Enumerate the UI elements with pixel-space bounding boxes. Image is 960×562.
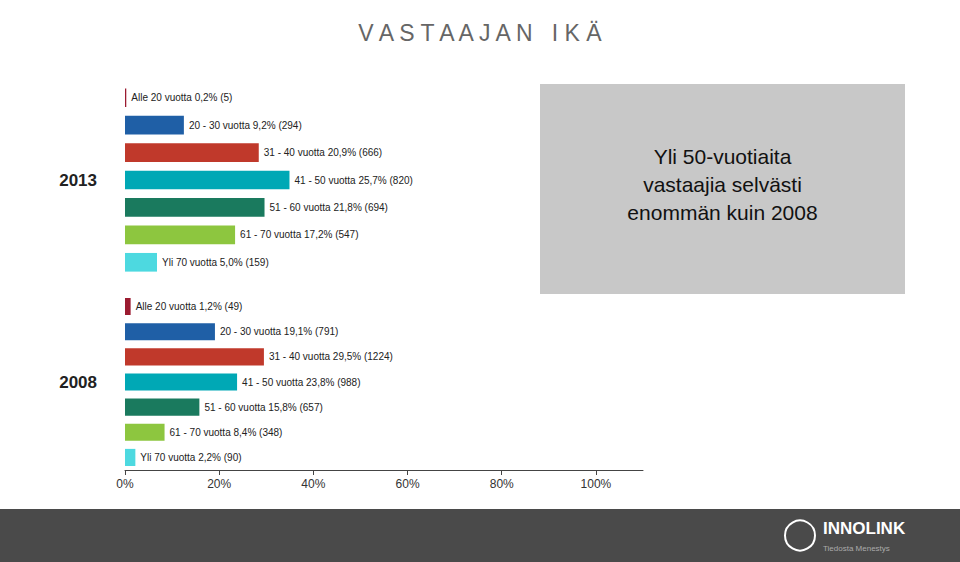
svg-text:2013: 2013 bbox=[59, 171, 97, 190]
svg-text:0%: 0% bbox=[116, 477, 134, 491]
svg-text:61 - 70 vuotta 17,2% (547): 61 - 70 vuotta 17,2% (547) bbox=[240, 229, 358, 240]
svg-text:41 - 50 vuotta 25,7% (820): 41 - 50 vuotta 25,7% (820) bbox=[294, 175, 412, 186]
svg-text:100%: 100% bbox=[581, 477, 612, 491]
svg-text:Yli 70 vuotta 2,2% (90): Yli 70 vuotta 2,2% (90) bbox=[140, 452, 241, 463]
svg-text:Alle 20 vuotta 1,2% (49): Alle 20 vuotta 1,2% (49) bbox=[136, 301, 243, 312]
svg-text:20 - 30 vuotta 9,2% (294): 20 - 30 vuotta 9,2% (294) bbox=[189, 120, 302, 131]
svg-text:V A S T A A J A N I K Ä: V A S T A A J A N I K Ä bbox=[358, 20, 602, 46]
svg-text:vastaajia selvästi: vastaajia selvästi bbox=[643, 173, 802, 196]
svg-text:Yli 70 vuotta 5,0% (159): Yli 70 vuotta 5,0% (159) bbox=[162, 257, 269, 268]
svg-text:31 - 40 vuotta 29,5% (1224): 31 - 40 vuotta 29,5% (1224) bbox=[269, 351, 393, 362]
svg-text:INNOLINK: INNOLINK bbox=[823, 519, 906, 538]
svg-text:31 - 40 vuotta 20,9% (666): 31 - 40 vuotta 20,9% (666) bbox=[264, 147, 382, 158]
svg-text:Yli 50-vuotiaita: Yli 50-vuotiaita bbox=[654, 145, 792, 168]
svg-text:51 - 60 vuotta 21,8% (694): 51 - 60 vuotta 21,8% (694) bbox=[270, 202, 388, 213]
svg-text:2008: 2008 bbox=[59, 373, 97, 392]
svg-text:51 - 60 vuotta 15,8% (657): 51 - 60 vuotta 15,8% (657) bbox=[204, 402, 322, 413]
svg-text:20 - 30 vuotta 19,1% (791): 20 - 30 vuotta 19,1% (791) bbox=[220, 326, 338, 337]
svg-text:80%: 80% bbox=[490, 477, 514, 491]
svg-text:Tiedosta Menestys: Tiedosta Menestys bbox=[823, 544, 890, 553]
svg-text:60%: 60% bbox=[396, 477, 420, 491]
svg-text:40%: 40% bbox=[301, 477, 325, 491]
svg-text:20%: 20% bbox=[207, 477, 231, 491]
svg-text:enommän kuin 2008: enommän kuin 2008 bbox=[627, 201, 817, 224]
svg-text:Alle 20 vuotta 0,2% (5): Alle 20 vuotta 0,2% (5) bbox=[131, 92, 232, 103]
svg-text:61 - 70 vuotta 8,4% (348): 61 - 70 vuotta 8,4% (348) bbox=[170, 427, 283, 438]
svg-text:41 - 50 vuotta 23,8% (988): 41 - 50 vuotta 23,8% (988) bbox=[242, 377, 360, 388]
